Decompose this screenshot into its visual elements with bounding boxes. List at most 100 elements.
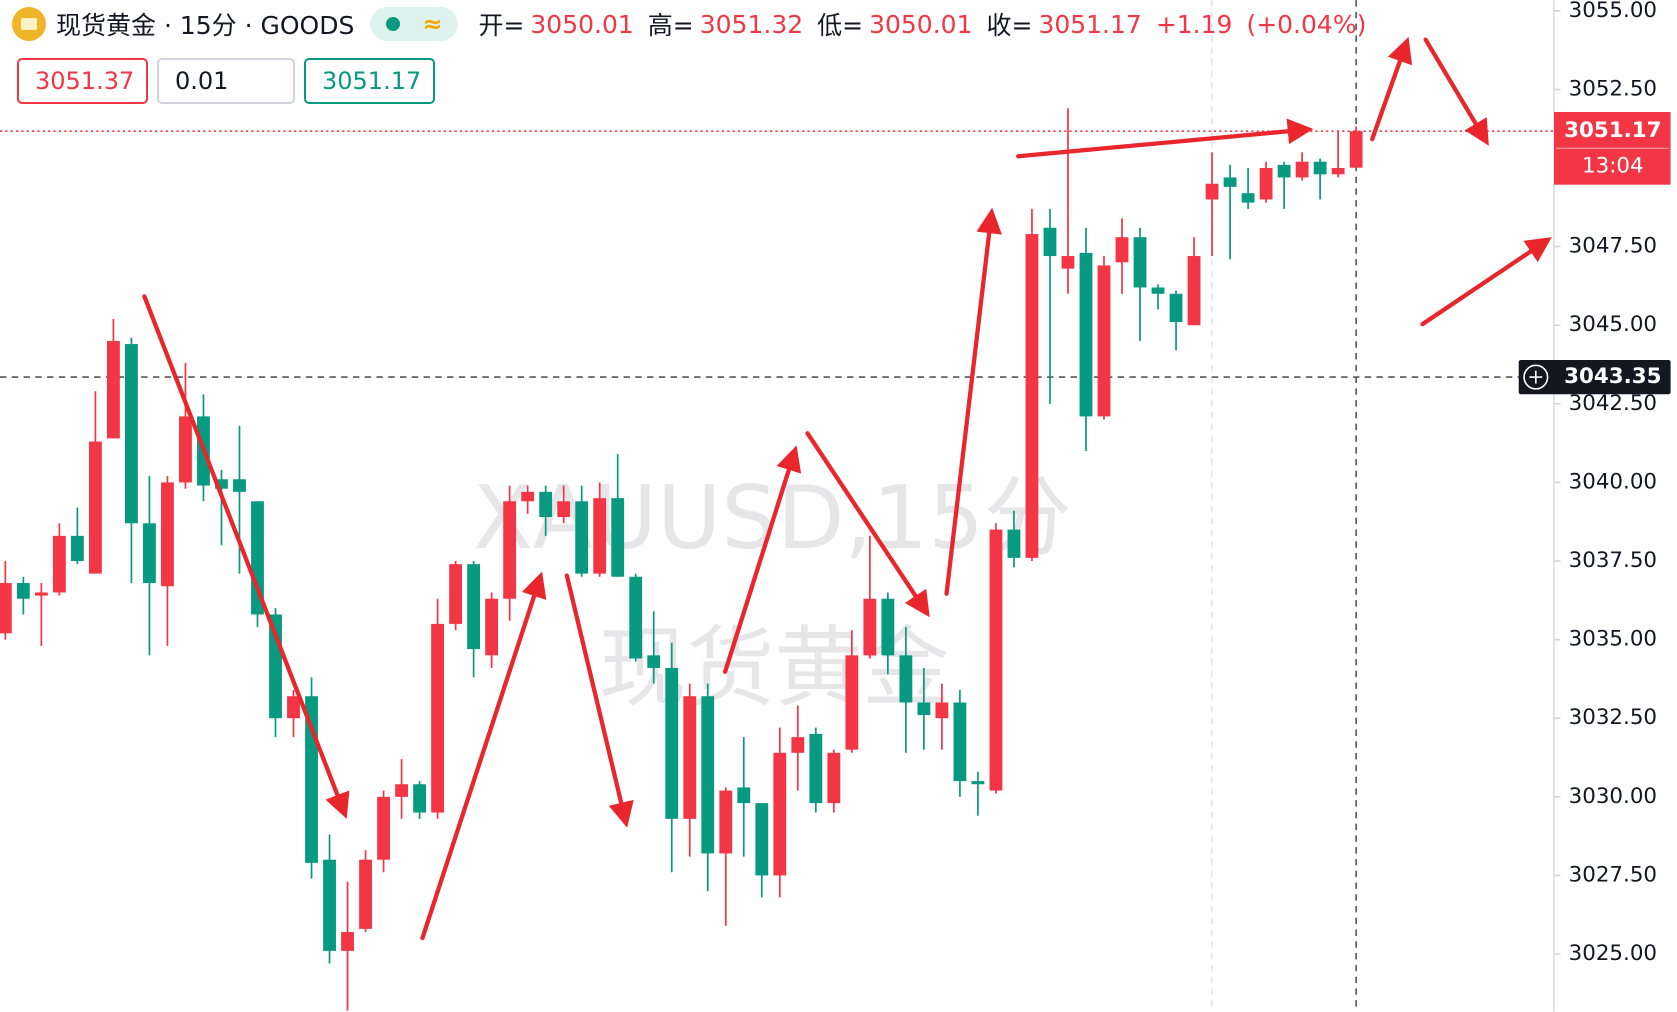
candle-body (755, 803, 769, 876)
candle-body (935, 702, 949, 719)
y-tick-label: 3035.00 (1569, 627, 1657, 652)
candle-body (899, 655, 913, 703)
arrow (944, 207, 1002, 596)
candle-body (449, 564, 463, 624)
candle-body (1025, 234, 1039, 558)
candle-body (377, 796, 390, 860)
candle-body (917, 702, 931, 716)
candles (0, 108, 1363, 1011)
candle-body (1295, 161, 1309, 178)
candle-body (647, 655, 661, 668)
candle-body (701, 696, 715, 854)
candle-body (395, 784, 408, 797)
candle-body (1079, 252, 1093, 417)
candle-body (629, 576, 643, 659)
y-tick-label: 3032.50 (1569, 705, 1657, 730)
candle-body (1205, 183, 1219, 200)
symbol-title: 现货黄金 · 15分 · GOODS (56, 11, 355, 40)
candle-body (683, 696, 697, 819)
ohlc-label: 开= (478, 11, 525, 40)
y-axis: 3025.00 3027.50 3030.00 3032.50 3035.00 3037.… (1518, 0, 1671, 966)
y-tick-label: 3027.50 (1569, 862, 1657, 887)
ohlc-label: 低= (817, 11, 864, 40)
candle-body (953, 702, 967, 782)
last-price-label: 3051.17 (1564, 118, 1661, 143)
candle-body (16, 583, 30, 599)
arrow (1016, 118, 1314, 159)
candle-body (1313, 161, 1327, 175)
candle-body (665, 667, 679, 819)
buy-button[interactable]: 3051.17 (304, 58, 435, 104)
sell-button[interactable]: 3051.37 (17, 58, 148, 104)
candle-body (52, 535, 66, 593)
candle-body (287, 696, 300, 719)
y-tick-label: 3047.50 (1569, 234, 1657, 259)
candle-body (1187, 256, 1201, 326)
candle-body (233, 479, 246, 492)
candle-body (1007, 529, 1021, 558)
candle-body (431, 623, 445, 813)
arrow (1420, 237, 1552, 327)
header: 现货黄金 · 15分 · GOODS ≈ 开= 3050.01 高= 3051.32… (12, 6, 1366, 42)
candle-body (827, 752, 841, 804)
candle-body (125, 344, 138, 524)
candle-body (611, 498, 625, 577)
ohlc-value: 3050.01 (869, 9, 973, 39)
candle-body (88, 441, 102, 574)
candle-body (521, 491, 535, 502)
candle-body (1241, 193, 1255, 203)
y-tick-label: 3042.50 (1569, 391, 1657, 416)
candle-body (773, 752, 787, 876)
candle-body (106, 340, 120, 439)
candle-body (1097, 265, 1111, 417)
candle-body (179, 416, 192, 483)
y-tick-label: 3030.00 (1569, 784, 1657, 809)
candle-body (467, 564, 481, 650)
candle-body (341, 932, 354, 951)
candle-body (1349, 131, 1363, 168)
ohlc-value: 3051.17 (1038, 9, 1142, 39)
candle-body (971, 781, 985, 785)
arrow (420, 571, 547, 941)
candle-body (359, 859, 372, 929)
candle-body (593, 498, 607, 574)
candle-body (1151, 287, 1165, 294)
candle-body (791, 737, 805, 753)
ohlc-label: 高= (647, 11, 694, 40)
candle-body (575, 501, 589, 574)
y-tick-label: 3025.00 (1569, 941, 1657, 966)
crosshair-plus-icon (1523, 364, 1549, 390)
candle-body (881, 598, 895, 656)
candle-body (413, 784, 427, 813)
y-tick-label: 3052.50 (1569, 76, 1657, 101)
candle-body (503, 501, 517, 599)
candle-body (863, 598, 877, 656)
ohlc-value: 3051.32 (699, 9, 804, 39)
y-tick-label: 3037.50 (1569, 548, 1657, 573)
arrow (564, 573, 634, 828)
candle-body (161, 482, 174, 587)
candle-body (1061, 256, 1075, 269)
y-tick-label: 3040.00 (1569, 469, 1657, 494)
change-percent: (+0.04%) (1246, 9, 1367, 39)
candle-body (34, 592, 48, 596)
market-open-dot (386, 17, 401, 31)
crosshair-label: 3043.35 (1564, 364, 1661, 389)
status-pill: ≈ (370, 7, 459, 41)
candle-body (0, 583, 12, 634)
arrow (1370, 36, 1413, 142)
ohlc-value: 3050.01 (530, 9, 634, 39)
candle-body (737, 787, 751, 804)
trade-boxes: 3051.37 0.01 3051.17 (17, 58, 435, 104)
candle-body (845, 655, 859, 750)
delay-icon: ≈ (422, 10, 443, 38)
y-tick-label: 3045.00 (1569, 312, 1657, 337)
candle-body (719, 790, 733, 854)
candle-body (539, 491, 553, 518)
y-tick-label: 3055.00 (1569, 0, 1657, 23)
candle-body (1331, 168, 1345, 175)
candle-body (143, 523, 156, 584)
spread: 0.01 (157, 58, 295, 104)
candle-body (70, 535, 84, 562)
countdown-label: 13:04 (1582, 154, 1644, 179)
